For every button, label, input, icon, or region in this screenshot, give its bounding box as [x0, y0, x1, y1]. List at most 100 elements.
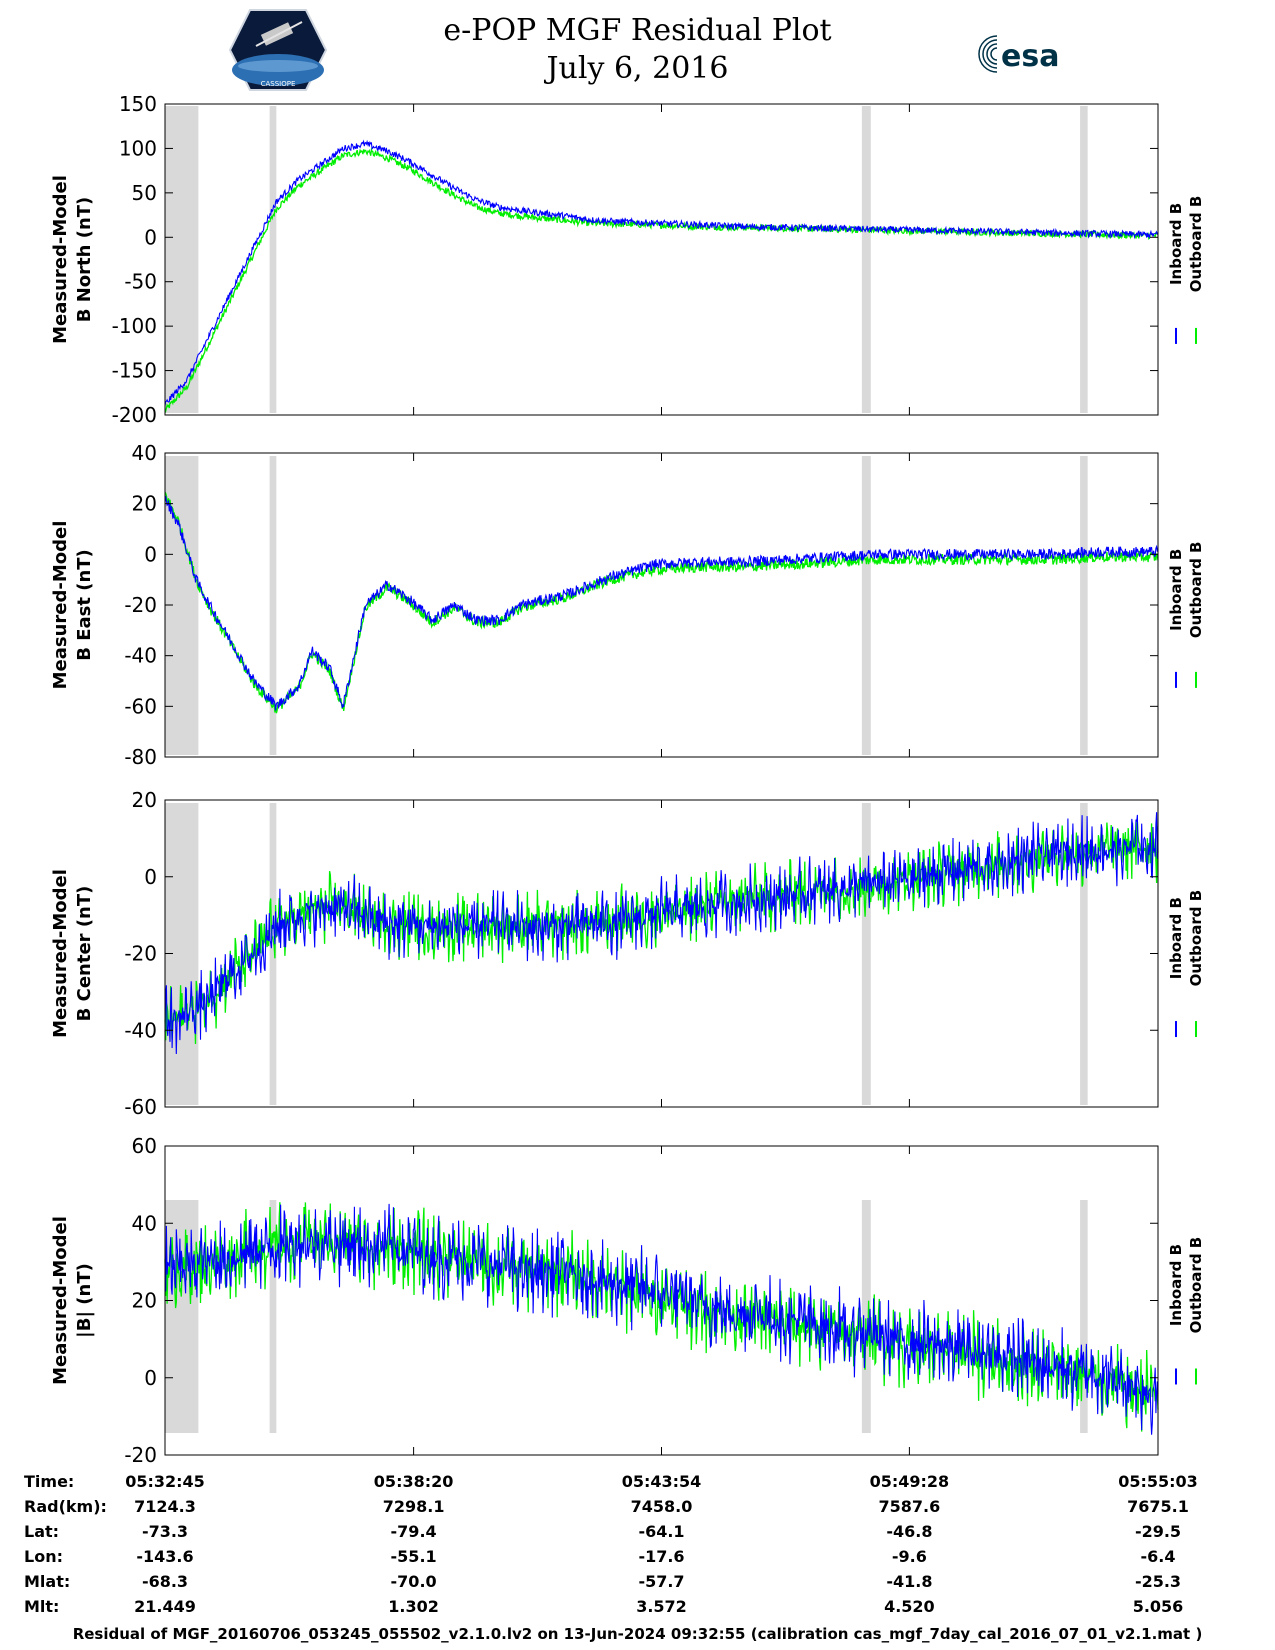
ephemeris-value: -46.8: [886, 1522, 932, 1541]
series-inboard-line: [164, 139, 1159, 406]
svg-text:CASSIOPE: CASSIOPE: [261, 80, 296, 88]
data-gap-3: [861, 456, 871, 755]
title-line-1: e-POP MGF Residual Plot: [443, 13, 832, 48]
ephemeris-value: 5.056: [1133, 1597, 1184, 1616]
esa-logo: esa: [978, 35, 1059, 74]
panel-3: -60 -40 -20 0 20 Measured-Model B Center (nT) I…: [50, 788, 1205, 1119]
y-axis-label-line-2: B Center (nT): [74, 886, 95, 1022]
y-axis-label-line-2: |B| (nT): [74, 1263, 95, 1338]
y-tick-label: 100: [119, 136, 157, 160]
ephemeris-value: 05:55:03: [1118, 1472, 1198, 1491]
y-tick-label: 0: [144, 225, 157, 249]
ephemeris-value: -70.0: [391, 1572, 437, 1591]
y-tick-label: -40: [124, 644, 157, 668]
y-tick-label: -20: [124, 593, 157, 617]
ephemeris-value: -6.4: [1141, 1547, 1176, 1566]
legend-outboard-label: Outboard B: [1187, 1237, 1205, 1334]
y-tick-label: 150: [119, 92, 157, 116]
plot-title: e-POP MGF Residual Plot July 6, 2016: [0, 12, 1275, 88]
ephemeris-row-label: Time:: [24, 1472, 74, 1491]
ephemeris-value: 7298.1: [383, 1497, 445, 1516]
panel-4: -20 0 20 40 60 Measured-Model |B| (nT) Inboard …: [50, 1134, 1205, 1467]
series-outboard-line: [164, 491, 1159, 714]
ephemeris-value: -9.6: [892, 1547, 927, 1566]
legend-inboard-label: Inboard B: [1167, 1244, 1185, 1326]
svg-text:esa: esa: [1001, 39, 1059, 74]
ephemeris-value: 7458.0: [631, 1497, 693, 1516]
data-gap-2: [269, 106, 277, 413]
ephemeris-value: 7124.3: [134, 1497, 196, 1516]
y-tick-label: -60: [124, 1095, 157, 1119]
ephemeris-row-label: Lon:: [24, 1547, 63, 1566]
ephemeris-value: -68.3: [142, 1572, 188, 1591]
cassiope-logo: CASSIOPE: [228, 9, 328, 91]
data-gap-1: [165, 1200, 199, 1433]
data-gap-2: [269, 1200, 277, 1433]
y-axis-label-line-1: Measured-Model: [50, 1216, 71, 1385]
ephemeris-value: 7587.6: [879, 1497, 941, 1516]
y-tick-label: 0: [144, 1366, 157, 1390]
ephemeris-value: 21.449: [134, 1597, 196, 1616]
ephemeris-row-label: Lat:: [24, 1522, 59, 1541]
y-tick-label: -50: [124, 270, 157, 294]
ephemeris-value: 05:38:20: [374, 1472, 454, 1491]
legend-outboard-label: Outboard B: [1187, 542, 1205, 639]
ephemeris-value: 7675.1: [1127, 1497, 1189, 1516]
y-tick-label: 60: [132, 1134, 157, 1158]
y-tick-label: -40: [124, 1018, 157, 1042]
ephemeris-value: -57.7: [638, 1572, 684, 1591]
plot-frame: [164, 452, 1159, 758]
y-tick-label: -20: [124, 942, 157, 966]
series-inboard-line: [164, 812, 1159, 1055]
ephemeris-value: 05:43:54: [622, 1472, 702, 1491]
footer-caption: Residual of MGF_20160706_053245_055502_v…: [72, 1625, 1203, 1643]
ephemeris-value: -79.4: [391, 1522, 437, 1541]
panel-2: -80 -60 -40 -20 0 20 40 Measured-Model B East (n…: [50, 441, 1205, 769]
ephemeris-row-label: Rad(km):: [24, 1497, 107, 1516]
y-tick-label: -80: [124, 745, 157, 769]
ephemeris-value: 1.302: [388, 1597, 439, 1616]
ephemeris-value: -17.6: [638, 1547, 684, 1566]
y-axis-label-line-1: Measured-Model: [50, 521, 71, 690]
y-tick-label: 40: [132, 1211, 157, 1235]
plot-frame: [164, 103, 1159, 416]
ephemeris-value: -64.1: [638, 1522, 684, 1541]
y-tick-label: 50: [132, 181, 157, 205]
data-gap-4: [1080, 1200, 1088, 1433]
ephemeris-value: 3.572: [636, 1597, 687, 1616]
legend-inboard-label: Inboard B: [1167, 549, 1185, 631]
series-inboard-line: [164, 1203, 1159, 1435]
legend-outboard-label: Outboard B: [1187, 196, 1205, 293]
ephemeris-row-label: Mlat:: [24, 1572, 70, 1591]
ephemeris-value: -41.8: [886, 1572, 932, 1591]
legend-inboard-label: Inboard B: [1167, 897, 1185, 979]
y-tick-label: 20: [132, 1289, 157, 1313]
ephemeris-value: 05:32:45: [125, 1472, 205, 1491]
ephemeris-row-label: Mlt:: [24, 1597, 59, 1616]
y-tick-label: -20: [124, 1443, 157, 1467]
title-line-2: July 6, 2016: [546, 51, 729, 86]
y-tick-label: 0: [144, 865, 157, 889]
data-gap-4: [1080, 803, 1088, 1105]
legend-inboard-label: Inboard B: [1167, 203, 1185, 285]
series-inboard-line: [164, 495, 1159, 711]
ephemeris-value: -25.3: [1135, 1572, 1181, 1591]
y-tick-label: -60: [124, 694, 157, 718]
y-tick-label: -200: [112, 403, 157, 427]
data-gap-2: [269, 803, 277, 1105]
y-tick-label: -150: [112, 359, 157, 383]
data-gap-3: [861, 1200, 871, 1433]
legend-outboard-label: Outboard B: [1187, 890, 1205, 987]
y-tick-label: 0: [144, 542, 157, 566]
ephemeris-value: -143.6: [136, 1547, 193, 1566]
data-gap-4: [1080, 456, 1088, 755]
series-outboard-line: [164, 147, 1159, 413]
series-outboard-line: [164, 821, 1159, 1045]
y-tick-label: 20: [132, 492, 157, 516]
ephemeris-value: 05:49:28: [870, 1472, 950, 1491]
ephemeris-value: 4.520: [884, 1597, 935, 1616]
panel-1: -200 -150 -100 -50 0 50 100 150 Measured-Model B …: [50, 92, 1205, 427]
y-axis-label-line-1: Measured-Model: [50, 869, 71, 1038]
y-axis-label-line-1: Measured-Model: [50, 175, 71, 344]
